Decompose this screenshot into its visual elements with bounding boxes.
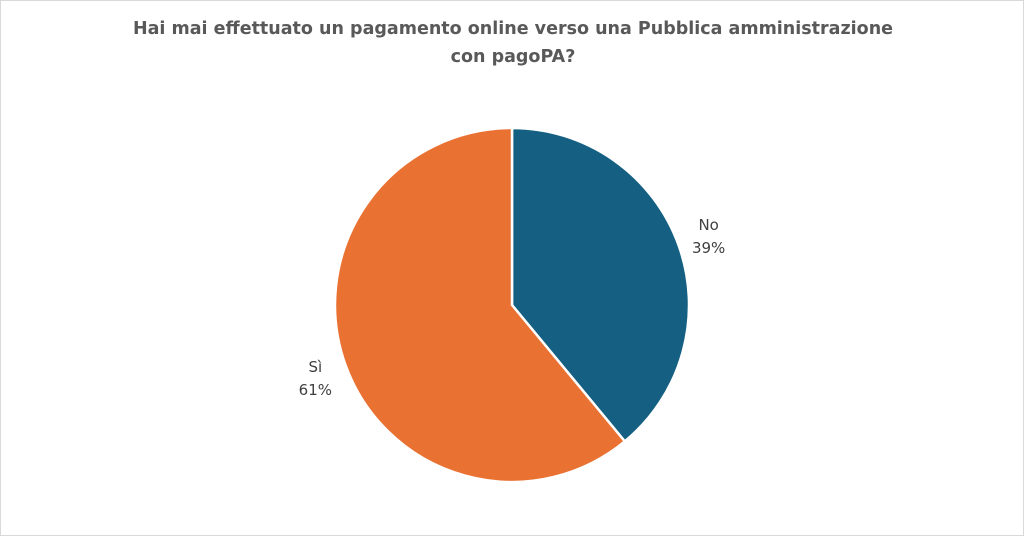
pie-slice-si	[333, 126, 627, 484]
data-label-value: 61%	[299, 381, 332, 399]
chart-title-line-2: con pagoPA?	[450, 47, 576, 67]
pie-slices	[333, 126, 691, 484]
pie-slice-no	[510, 126, 691, 443]
chart-title-line-1: Hai mai effettuato un pagamento online v…	[132, 19, 894, 39]
data-label-category: No	[698, 216, 718, 234]
chart-title: Hai mai effettuato un pagamento online v…	[1, 15, 1024, 71]
data-label-value: 39%	[692, 239, 725, 257]
data-label-category: Sì	[309, 358, 323, 376]
data-label-si: Sì 61%	[299, 358, 332, 399]
data-labels: No 39% Sì 61%	[299, 216, 726, 399]
data-label-no: No 39%	[692, 216, 725, 257]
